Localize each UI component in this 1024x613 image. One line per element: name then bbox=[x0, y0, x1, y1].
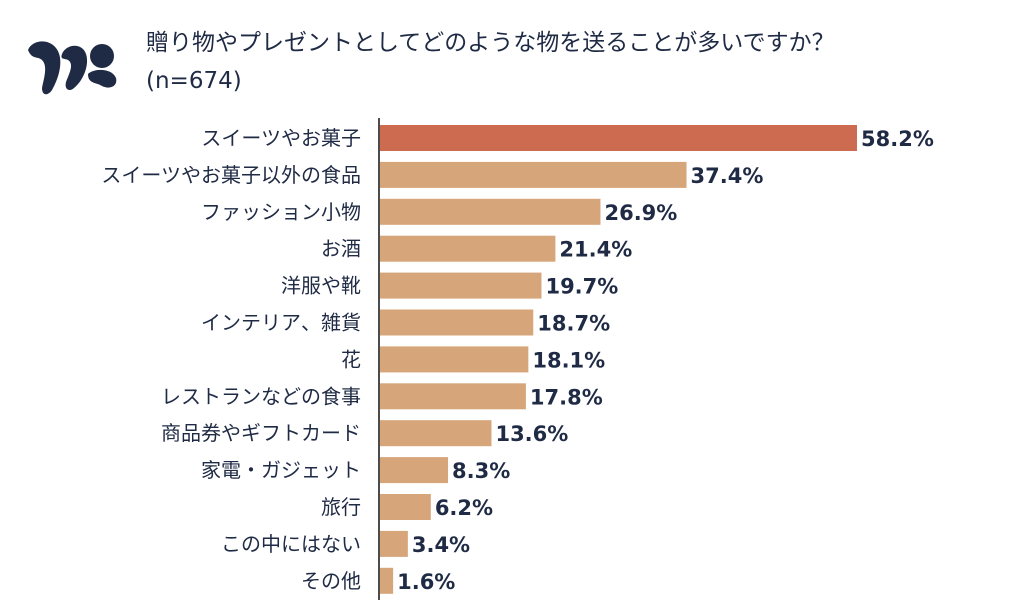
category-label-9: 商品券やギフトカード bbox=[161, 421, 361, 445]
category-label-2: スイーツやお菓子以外の食品 bbox=[101, 163, 361, 187]
value-label-6: 18.7% bbox=[537, 312, 610, 336]
brand-logo-icon bbox=[28, 41, 117, 95]
category-label-13: その他 bbox=[301, 569, 361, 593]
bar-9 bbox=[380, 420, 492, 447]
category-label-11: 旅行 bbox=[321, 495, 361, 519]
category-label-8: レストランなどの食事 bbox=[161, 384, 361, 408]
category-label-12: この中にはない bbox=[221, 532, 361, 556]
value-label-9: 13.6% bbox=[495, 422, 568, 446]
bar-8 bbox=[380, 383, 526, 410]
bar-3 bbox=[380, 198, 601, 225]
category-label-10: 家電・ガジェット bbox=[201, 458, 361, 482]
category-label-1: スイーツやお菓子 bbox=[201, 126, 361, 150]
bar-11 bbox=[380, 494, 431, 520]
bar-2 bbox=[380, 161, 687, 188]
chart-title-line1: 贈り物やプレゼントとしてどのような物を送ることが多いですか？ bbox=[146, 30, 835, 56]
bar-1 bbox=[380, 125, 857, 151]
value-label-2: 37.4% bbox=[691, 164, 764, 188]
bar-10 bbox=[380, 457, 449, 484]
category-label-6: インテリア、雑貨 bbox=[201, 311, 361, 335]
bar-5 bbox=[380, 272, 542, 299]
bar-6 bbox=[380, 309, 534, 336]
value-label-8: 17.8% bbox=[530, 385, 603, 409]
value-label-3: 26.9% bbox=[604, 201, 677, 225]
value-label-4: 21.4% bbox=[559, 238, 632, 262]
chart-sample-size: (n=674) bbox=[146, 68, 242, 94]
value-label-11: 6.2% bbox=[435, 496, 493, 520]
value-label-5: 19.7% bbox=[545, 275, 618, 299]
category-label-3: ファッション小物 bbox=[201, 200, 361, 224]
category-label-7: 花 bbox=[341, 347, 361, 371]
bar-13 bbox=[380, 567, 394, 594]
value-label-10: 8.3% bbox=[452, 459, 510, 483]
bar-12 bbox=[380, 530, 408, 557]
chart-title: 贈り物やプレゼントとしてどのような物を送ることが多いですか？ (n=674) bbox=[146, 24, 1006, 100]
bar-4 bbox=[380, 235, 556, 262]
category-label-5: 洋服や靴 bbox=[281, 274, 361, 298]
bar-7 bbox=[380, 346, 529, 373]
value-label-13: 1.6% bbox=[397, 570, 455, 594]
value-label-7: 18.1% bbox=[532, 348, 605, 372]
value-label-1: 58.2% bbox=[861, 127, 934, 151]
value-label-12: 3.4% bbox=[412, 533, 470, 557]
category-label-4: お酒 bbox=[321, 237, 361, 261]
